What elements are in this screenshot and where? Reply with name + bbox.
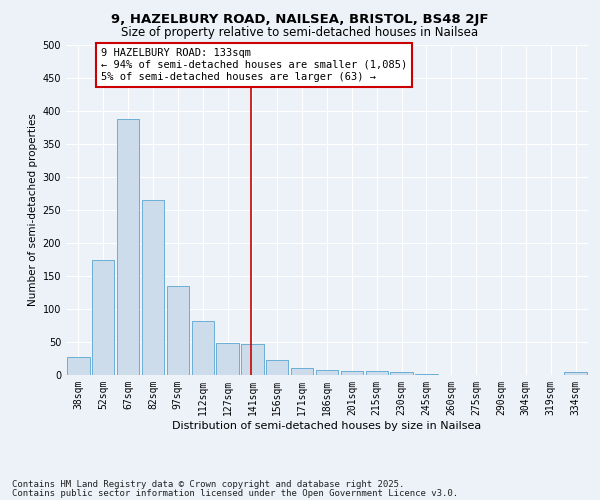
Bar [191,321,214,375]
Y-axis label: Number of semi-detached properties: Number of semi-detached properties [28,114,38,306]
Bar [415,374,437,375]
Text: 9, HAZELBURY ROAD, NAILSEA, BRISTOL, BS48 2JF: 9, HAZELBURY ROAD, NAILSEA, BRISTOL, BS4… [111,12,489,26]
Text: Contains public sector information licensed under the Open Government Licence v3: Contains public sector information licen… [12,489,458,498]
Bar [142,200,164,375]
Text: 9 HAZELBURY ROAD: 133sqm
← 94% of semi-detached houses are smaller (1,085)
5% of: 9 HAZELBURY ROAD: 133sqm ← 94% of semi-d… [101,48,407,82]
Bar [241,344,263,375]
Bar [92,260,115,375]
Bar [67,356,89,375]
Bar [316,370,338,375]
Text: Size of property relative to semi-detached houses in Nailsea: Size of property relative to semi-detach… [121,26,479,39]
Bar [391,372,413,375]
Bar [565,372,587,375]
Bar [365,371,388,375]
Bar [117,119,139,375]
Bar [266,360,289,375]
Text: Contains HM Land Registry data © Crown copyright and database right 2025.: Contains HM Land Registry data © Crown c… [12,480,404,489]
Bar [341,371,363,375]
Bar [291,368,313,375]
X-axis label: Distribution of semi-detached houses by size in Nailsea: Distribution of semi-detached houses by … [172,420,482,430]
Bar [167,286,189,375]
Bar [217,344,239,375]
